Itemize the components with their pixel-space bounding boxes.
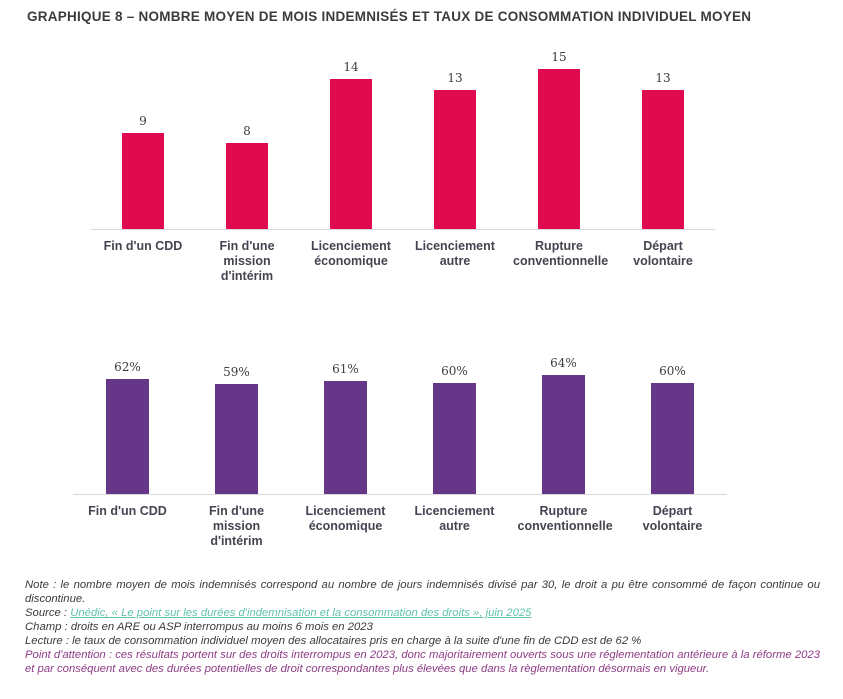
bar-group: 64% — [509, 356, 618, 494]
bar-value-label: 60% — [441, 364, 468, 378]
chart-consumption-rate: 62% 59% 61% 60% 64% 60% Fin d'un CDD Fin d'une… — [73, 356, 843, 549]
bar-value-label: 8 — [243, 124, 251, 138]
bar-group: 62% — [73, 360, 182, 494]
category-labels-row: Fin d'un CDD Fin d'une mission d'intérim L… — [73, 504, 843, 549]
source-text: Source : Unédic, « Le point sur les duré… — [25, 606, 820, 620]
plot-area: 62% 59% 61% 60% 64% 60% — [73, 356, 843, 494]
bar-group: 13 — [611, 71, 715, 229]
bar-value-label: 62% — [114, 360, 141, 374]
footnotes: Note : le nombre moyen de mois indemnisé… — [25, 578, 820, 676]
lecture-text: Lecture : le taux de consommation indivi… — [25, 635, 642, 647]
attention-text: Point d'attention : ces résultats porten… — [25, 649, 820, 675]
category-label: Fin d'un CDD — [88, 504, 167, 518]
bar-value-label: 15 — [551, 50, 567, 64]
source-link[interactable]: Unédic, « Le point sur les durées d'inde… — [70, 607, 532, 619]
bar-group: 60% — [618, 364, 727, 494]
bar — [106, 379, 149, 494]
x-axis — [73, 494, 727, 495]
bar — [226, 143, 268, 229]
bar-group: 59% — [182, 365, 291, 494]
bar — [642, 90, 684, 229]
bar-value-label: 14 — [343, 60, 359, 74]
category-label: Départ volontaire — [633, 239, 693, 268]
bar — [433, 383, 476, 494]
champ-text: Champ : droits en ARE ou ASP interrompus… — [25, 621, 373, 633]
category-label: Fin d'une mission d'intérim — [208, 504, 265, 548]
category-label: Fin d'une mission d'intérim — [219, 239, 275, 283]
category-labels-row: Fin d'un CDD Fin d'une mission d'intérim L… — [91, 239, 843, 284]
bar-group: 8 — [195, 124, 299, 229]
bar-value-label: 59% — [223, 365, 250, 379]
category-label: Fin d'un CDD — [103, 239, 183, 253]
bar-group: 13 — [403, 71, 507, 229]
bar-value-label: 64% — [550, 356, 577, 370]
bar — [122, 133, 164, 229]
x-axis — [91, 229, 715, 230]
bar-value-label: 9 — [139, 114, 147, 128]
bar — [324, 381, 367, 494]
category-label: Rupture conventionnelle — [517, 504, 613, 533]
bar-value-label: 13 — [655, 71, 671, 85]
category-label: Licenciement économique — [305, 504, 386, 533]
bar — [215, 384, 258, 494]
category-label: Licenciement économique — [311, 239, 391, 268]
bar — [542, 375, 585, 494]
bar-group: 9 — [91, 114, 195, 229]
note-text: Note : le nombre moyen de mois indemnisé… — [25, 579, 820, 605]
chart-months-indemnified: 9 8 14 13 15 13 Fin d'un CDD Fin d'une mission… — [91, 50, 843, 284]
bar-group: 60% — [400, 364, 509, 494]
bar-group: 15 — [507, 50, 611, 229]
category-label: Départ volontaire — [642, 504, 703, 533]
page-title: GRAPHIQUE 8 – NOMBRE MOYEN DE MOIS INDEM… — [27, 9, 752, 24]
bar — [538, 69, 580, 229]
source-label: Source : — [25, 607, 71, 619]
bar-group: 61% — [291, 362, 400, 494]
bar-group: 14 — [299, 60, 403, 229]
bar-value-label: 61% — [332, 362, 359, 376]
bar — [651, 383, 694, 494]
bar-value-label: 60% — [659, 364, 686, 378]
category-label: Rupture conventionnelle — [513, 239, 609, 268]
category-label: Licenciement autre — [415, 239, 495, 268]
plot-area: 9 8 14 13 15 13 — [91, 50, 843, 229]
bar — [330, 79, 372, 229]
category-label: Licenciement autre — [414, 504, 495, 533]
bar-value-label: 13 — [447, 71, 463, 85]
bar — [434, 90, 476, 229]
